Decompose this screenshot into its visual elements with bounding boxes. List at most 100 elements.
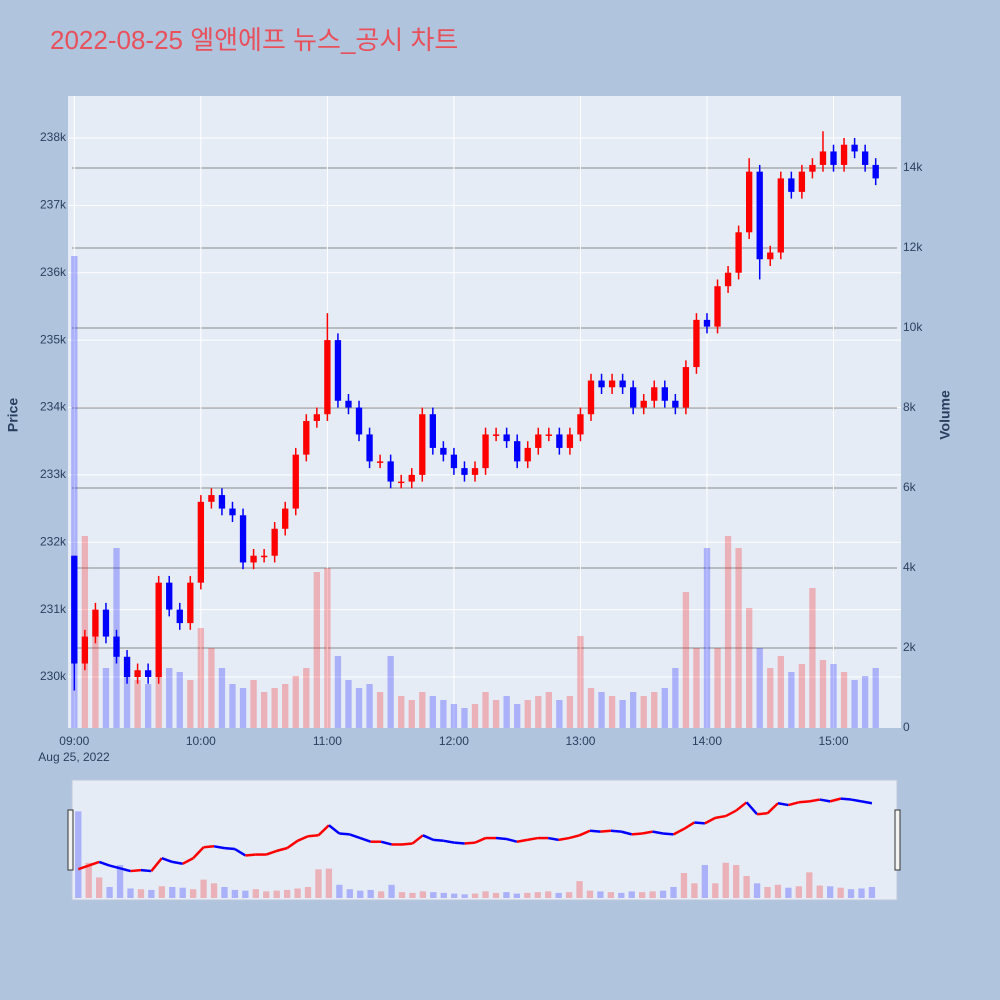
candle-body xyxy=(566,434,574,448)
mini-volume-bar xyxy=(346,889,353,898)
mini-volume-bar xyxy=(482,891,489,898)
volume-bar xyxy=(672,668,679,728)
mini-volume-bar xyxy=(388,884,395,898)
mini-price-segment xyxy=(130,868,142,873)
mini-price-segment xyxy=(109,864,121,870)
range-slider[interactable] xyxy=(71,779,898,901)
volume-bar xyxy=(271,688,278,728)
mini-volume-bar xyxy=(827,886,834,898)
mini-price-segment xyxy=(777,801,789,807)
y-tick-label: 233k xyxy=(40,467,67,481)
mini-volume-bar xyxy=(367,889,374,898)
mini-volume-bar xyxy=(95,877,103,898)
volume-bar xyxy=(398,696,405,728)
y-tick-label: 235k xyxy=(40,332,67,346)
mini-price-segment xyxy=(422,834,434,842)
candle-body xyxy=(703,319,711,327)
mini-volume-bar xyxy=(785,887,792,898)
mini-price-segment xyxy=(840,797,852,801)
mini-price-segment xyxy=(641,830,653,835)
volume-bar xyxy=(756,648,763,728)
plot-area xyxy=(68,96,901,728)
candle-body xyxy=(387,461,394,482)
mini-volume-bar xyxy=(325,868,333,898)
mini-volume-bar xyxy=(242,890,249,898)
volume-bar xyxy=(798,664,806,728)
y-tick-label: 236k xyxy=(40,265,67,279)
volume-bar xyxy=(134,680,141,728)
mini-volume-bar xyxy=(858,888,865,898)
mini-volume-bar xyxy=(607,892,615,898)
candle-body xyxy=(429,414,436,448)
volume-bar xyxy=(123,676,131,728)
mini-volume-bar xyxy=(273,890,280,898)
volume-bar xyxy=(651,692,658,728)
x-tick-label: 11:00 xyxy=(313,734,342,748)
mini-price-segment xyxy=(568,834,580,840)
mini-price-segment xyxy=(411,834,424,845)
mini-price-segment xyxy=(652,830,664,835)
volume-bar xyxy=(482,692,489,728)
slider-handle[interactable] xyxy=(894,809,901,871)
mini-volume-bar xyxy=(148,889,155,898)
slider-handle[interactable] xyxy=(67,809,74,871)
volume-bar xyxy=(535,696,542,728)
mini-price-segment xyxy=(276,846,288,853)
candle-body xyxy=(661,387,668,401)
mini-price-segment xyxy=(579,829,591,837)
mini-volume-bar xyxy=(806,872,813,898)
candle-body xyxy=(419,414,426,475)
mini-volume-bar xyxy=(492,892,500,898)
mini-price-segment xyxy=(861,800,873,805)
volume-bar xyxy=(809,588,816,728)
mini-volume-bar xyxy=(85,862,92,898)
mini-volume-bar xyxy=(513,893,521,898)
mini-volume-bar xyxy=(263,891,270,898)
mini-price-segment xyxy=(464,841,476,845)
candle-body xyxy=(819,151,827,165)
volume-bar xyxy=(840,672,848,728)
volume-bar xyxy=(587,688,595,728)
volume-bar xyxy=(693,648,700,728)
candle-body xyxy=(187,582,194,624)
candle-body xyxy=(714,286,721,327)
x-tick-label: 13:00 xyxy=(565,734,595,748)
volume-bar xyxy=(819,660,827,728)
mini-price-segment xyxy=(506,837,518,843)
y-tick-label: 231k xyxy=(40,602,67,616)
mini-price-segment xyxy=(77,864,90,871)
volume-bar xyxy=(735,548,742,728)
mini-price-segment xyxy=(620,830,633,836)
mini-volume-bar xyxy=(419,891,427,898)
volume-bar xyxy=(166,668,173,728)
mini-price-segment xyxy=(558,836,570,842)
mini-volume-bar xyxy=(336,884,343,898)
candle-body xyxy=(577,414,584,435)
candle-body xyxy=(71,555,78,664)
volume-bar xyxy=(440,700,447,728)
mini-price-segment xyxy=(735,801,748,812)
candle-body xyxy=(250,555,257,563)
mini-price-segment xyxy=(88,860,100,867)
mini-price-segment xyxy=(307,834,319,838)
volume-bar xyxy=(777,656,784,728)
mini-volume-bar xyxy=(158,886,165,898)
x-tick-label: 09:00 xyxy=(59,734,89,748)
candle-body xyxy=(608,380,616,388)
volume-bar xyxy=(408,700,415,728)
candle-body xyxy=(313,414,321,421)
y-axis-title: Price xyxy=(5,398,21,432)
candle-body xyxy=(450,454,458,469)
candle-body xyxy=(218,495,226,509)
candle-body xyxy=(651,387,658,401)
candle-body xyxy=(208,495,215,502)
mini-volume-bar xyxy=(837,887,844,898)
candle-body xyxy=(556,434,563,448)
candle-body xyxy=(366,434,373,462)
mini-volume-bar xyxy=(712,883,719,898)
candle-body xyxy=(303,420,310,455)
x-date-label: Aug 25, 2022 xyxy=(38,750,110,764)
candle-body xyxy=(535,434,542,448)
mini-volume-bar xyxy=(221,886,228,898)
